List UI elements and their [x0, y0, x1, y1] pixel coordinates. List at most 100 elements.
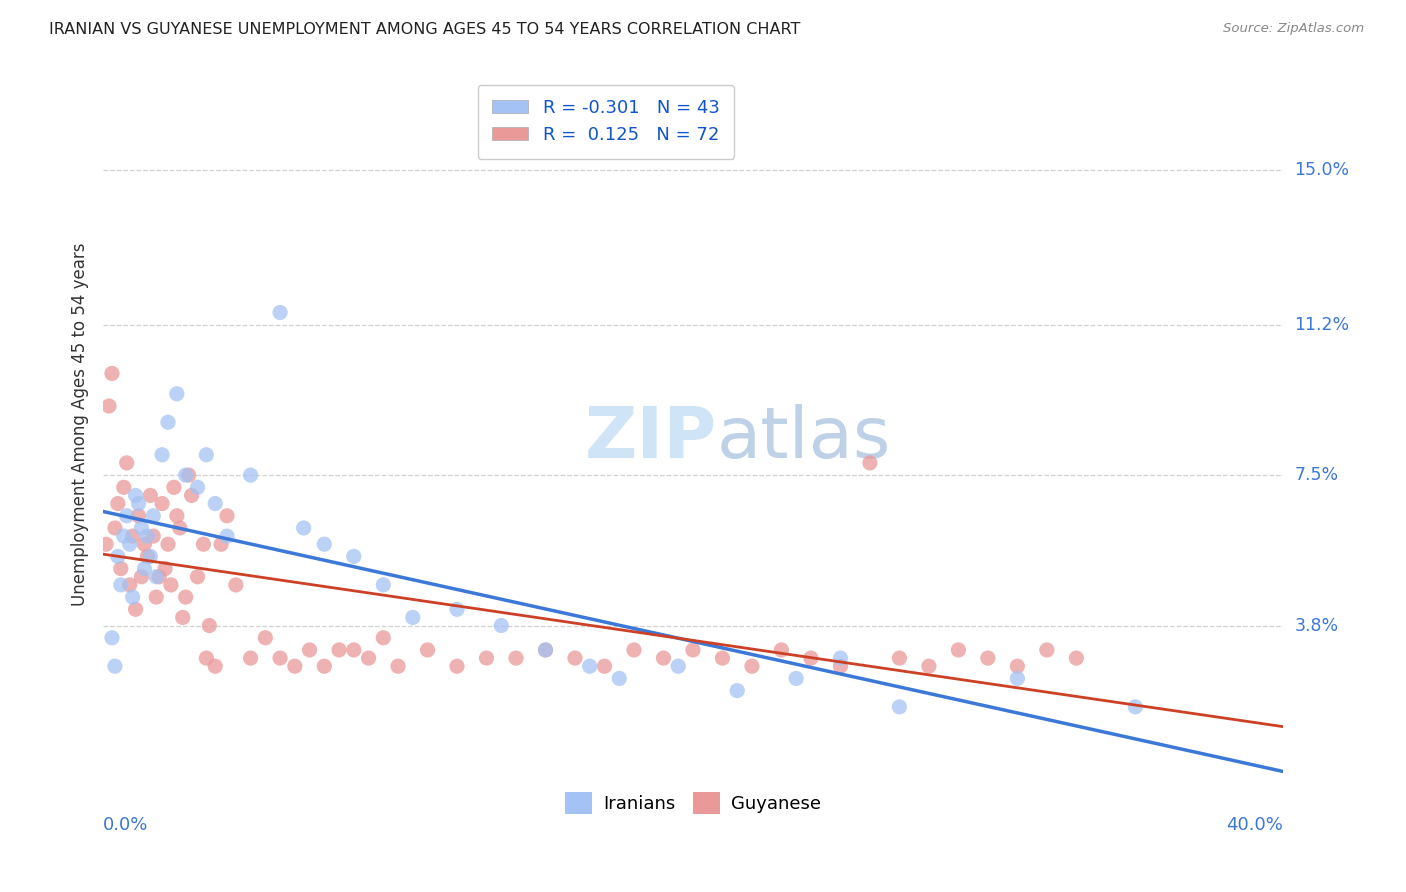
- Point: [107, 497, 129, 511]
- Point: [131, 521, 153, 535]
- Point: [156, 537, 179, 551]
- Point: [284, 659, 307, 673]
- Point: [889, 651, 911, 665]
- Point: [666, 659, 689, 673]
- Point: [186, 480, 208, 494]
- Point: [328, 643, 350, 657]
- Point: [150, 497, 173, 511]
- Point: [145, 590, 167, 604]
- Point: [160, 578, 183, 592]
- Point: [172, 610, 194, 624]
- Point: [918, 659, 941, 673]
- Point: [239, 468, 262, 483]
- Point: [652, 651, 675, 665]
- Legend: Iranians, Guyanese: Iranians, Guyanese: [558, 784, 828, 821]
- Point: [107, 549, 129, 564]
- Point: [741, 659, 763, 673]
- Point: [180, 488, 202, 502]
- Y-axis label: Unemployment Among Ages 45 to 54 years: Unemployment Among Ages 45 to 54 years: [72, 243, 89, 606]
- Point: [128, 497, 150, 511]
- Point: [186, 570, 208, 584]
- Point: [889, 699, 911, 714]
- Point: [115, 508, 138, 523]
- Point: [94, 537, 117, 551]
- Point: [193, 537, 215, 551]
- Point: [373, 631, 395, 645]
- Point: [139, 549, 162, 564]
- Point: [145, 570, 167, 584]
- Point: [534, 643, 557, 657]
- Point: [505, 651, 527, 665]
- Point: [859, 456, 882, 470]
- Point: [163, 480, 186, 494]
- Point: [118, 537, 141, 551]
- Text: Source: ZipAtlas.com: Source: ZipAtlas.com: [1223, 22, 1364, 36]
- Point: [298, 643, 321, 657]
- Point: [387, 659, 409, 673]
- Text: ZIP: ZIP: [585, 404, 717, 473]
- Point: [131, 570, 153, 584]
- Point: [343, 643, 366, 657]
- Text: 0.0%: 0.0%: [103, 815, 149, 834]
- Point: [166, 508, 188, 523]
- Point: [174, 590, 197, 604]
- Point: [134, 561, 156, 575]
- Point: [156, 415, 179, 429]
- Point: [104, 659, 127, 673]
- Point: [682, 643, 704, 657]
- Point: [1007, 659, 1029, 673]
- Point: [112, 480, 135, 494]
- Point: [112, 529, 135, 543]
- Point: [800, 651, 823, 665]
- Point: [711, 651, 734, 665]
- Point: [785, 672, 807, 686]
- Point: [593, 659, 616, 673]
- Point: [142, 508, 165, 523]
- Point: [121, 529, 143, 543]
- Point: [1036, 643, 1059, 657]
- Point: [534, 643, 557, 657]
- Point: [607, 672, 630, 686]
- Point: [830, 659, 852, 673]
- Point: [402, 610, 425, 624]
- Point: [195, 651, 218, 665]
- Point: [136, 549, 159, 564]
- Point: [121, 590, 143, 604]
- Point: [1123, 699, 1146, 714]
- Point: [148, 570, 170, 584]
- Point: [215, 508, 238, 523]
- Point: [578, 659, 600, 673]
- Text: 40.0%: 40.0%: [1226, 815, 1282, 834]
- Point: [136, 529, 159, 543]
- Point: [475, 651, 498, 665]
- Point: [98, 399, 121, 413]
- Point: [343, 549, 366, 564]
- Point: [416, 643, 439, 657]
- Point: [314, 659, 336, 673]
- Point: [314, 537, 336, 551]
- Point: [195, 448, 218, 462]
- Point: [153, 561, 176, 575]
- Point: [124, 602, 146, 616]
- Point: [115, 456, 138, 470]
- Text: IRANIAN VS GUYANESE UNEMPLOYMENT AMONG AGES 45 TO 54 YEARS CORRELATION CHART: IRANIAN VS GUYANESE UNEMPLOYMENT AMONG A…: [49, 22, 800, 37]
- Point: [225, 578, 247, 592]
- Point: [977, 651, 1000, 665]
- Point: [292, 521, 315, 535]
- Point: [446, 659, 468, 673]
- Point: [623, 643, 645, 657]
- Point: [101, 631, 124, 645]
- Point: [174, 468, 197, 483]
- Text: 3.8%: 3.8%: [1295, 616, 1339, 634]
- Point: [104, 521, 127, 535]
- Point: [177, 468, 200, 483]
- Point: [166, 386, 188, 401]
- Point: [110, 578, 132, 592]
- Point: [204, 659, 226, 673]
- Text: 15.0%: 15.0%: [1295, 161, 1350, 179]
- Point: [209, 537, 232, 551]
- Point: [1066, 651, 1088, 665]
- Point: [134, 537, 156, 551]
- Point: [564, 651, 586, 665]
- Point: [142, 529, 165, 543]
